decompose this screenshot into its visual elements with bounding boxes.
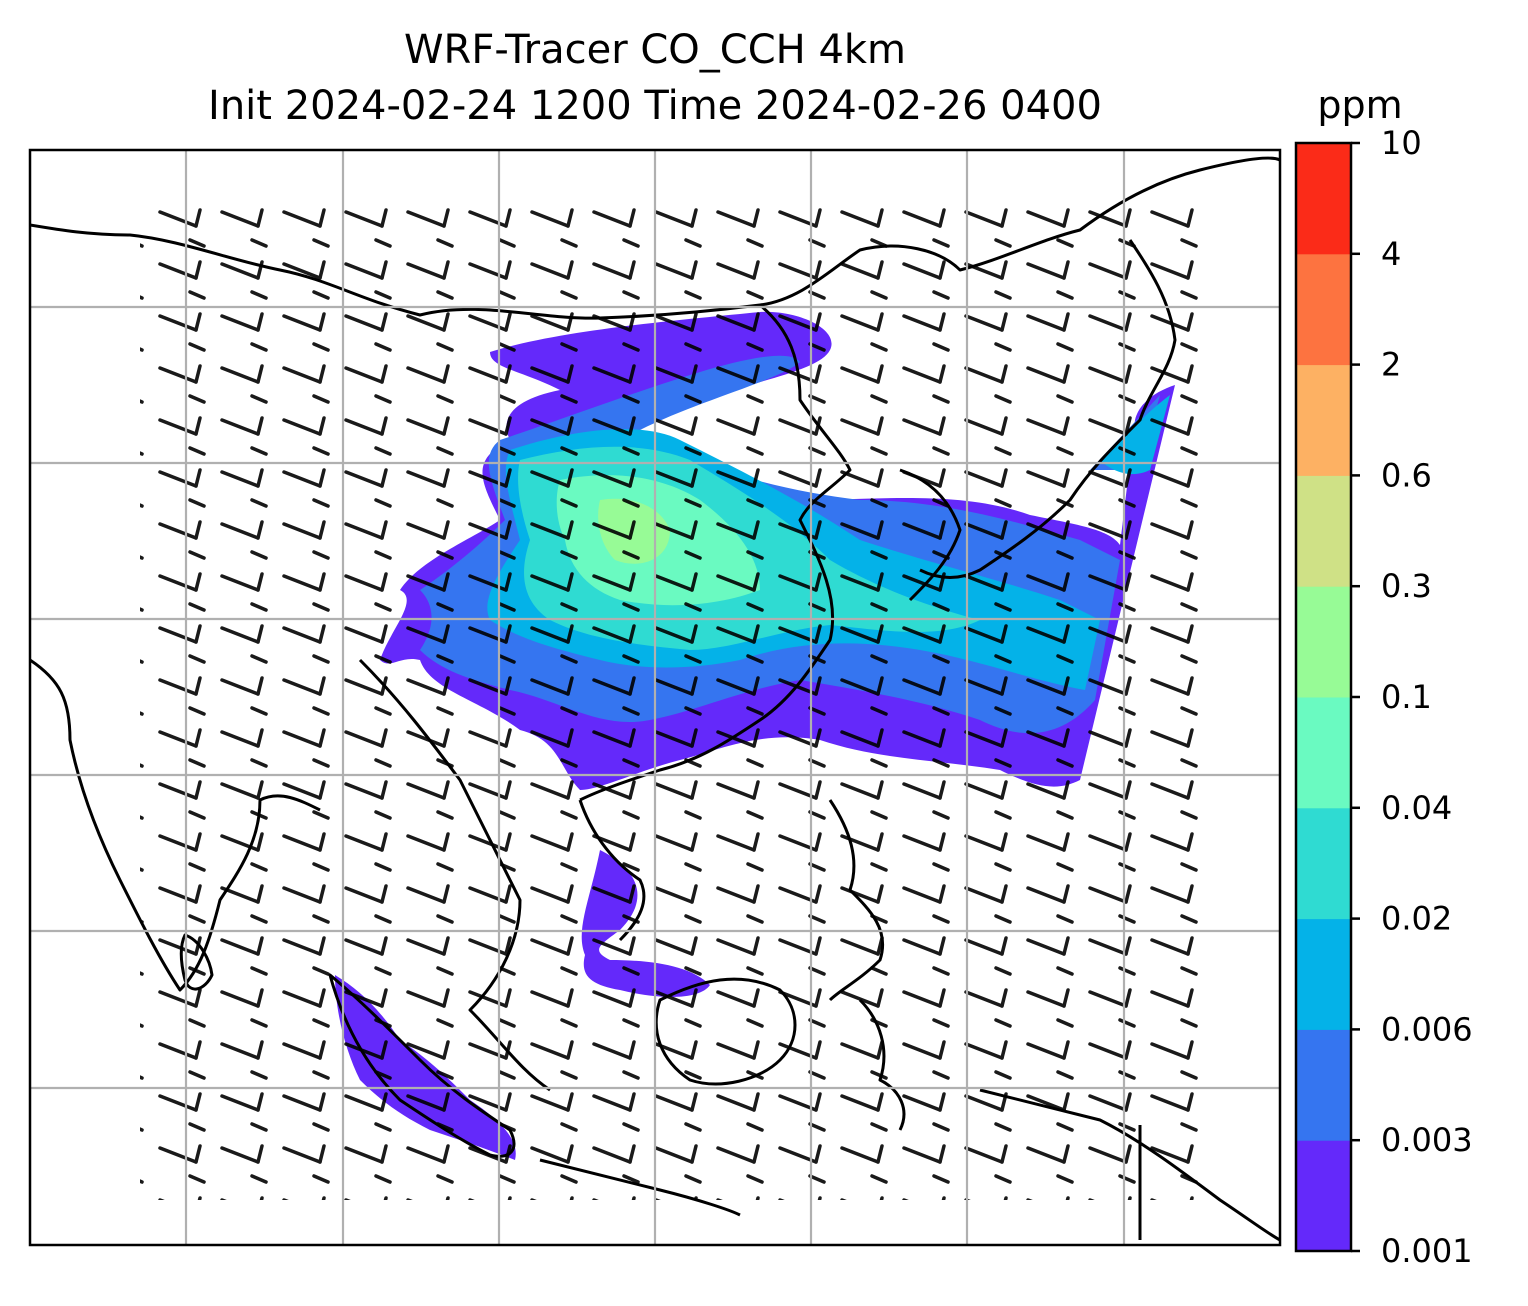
gridlines	[30, 150, 1280, 1245]
colorbar: ppm 0.001 0.003 0.006 0.02 0.04 0.1 0.3 0.6 2 4 10	[1294, 83, 1473, 1270]
colorbar-segment	[1296, 364, 1351, 476]
colorbar-tick-label: 0.04	[1381, 789, 1452, 827]
coastline-sumatra	[328, 973, 516, 1158]
colorbar-tick-label: 0.001	[1381, 1232, 1473, 1270]
colorbar-segment	[1296, 475, 1351, 587]
colorbar-tick-label: 2	[1381, 346, 1401, 384]
coastline-vietnam	[578, 799, 646, 942]
coastline-new-guinea	[979, 1088, 1280, 1242]
coastline-indochina	[358, 658, 551, 1092]
coastline-borneo	[654, 977, 797, 1086]
coastline-sri-lanka	[179, 933, 214, 991]
coastline-japan	[919, 239, 1177, 579]
colorbar-segments	[1296, 143, 1351, 1252]
colorbar-tick-label: 0.6	[1381, 456, 1432, 494]
colorbar-segment	[1296, 143, 1351, 255]
colorbar-tick-label: 10	[1381, 124, 1422, 162]
coastline-korea	[899, 468, 962, 602]
colorbar-segment	[1296, 1029, 1351, 1141]
chart-title-line-1: WRF-Tracer CO_CCH 4km	[403, 27, 907, 73]
colorbar-tick-label: 4	[1381, 235, 1401, 273]
map-frame	[28, 148, 1282, 1247]
colorbar-tick-label: 0.1	[1381, 678, 1432, 716]
colorbar-segment	[1296, 586, 1351, 698]
coastlines	[30, 156, 1280, 1242]
colorbar-tick-label: 0.006	[1381, 1010, 1473, 1048]
colorbar-tick-label: 0.003	[1381, 1121, 1473, 1159]
colorbar-tick-label: 0.3	[1381, 567, 1432, 605]
coastline-china-east	[579, 303, 852, 802]
colorbar-unit-label: ppm	[1317, 83, 1402, 127]
colorbar-segment	[1296, 253, 1351, 366]
colorbar-tick-label: 0.02	[1381, 900, 1452, 938]
colorbar-segment	[1296, 807, 1351, 920]
map-panel	[30, 150, 1280, 1245]
coastline-java	[539, 1158, 741, 1217]
chart-title-line-2: Init 2024-02-24 1200 Time 2024-02-26 040…	[208, 83, 1102, 129]
coastline-sulawesi	[858, 998, 906, 1131]
colorbar-segment	[1296, 918, 1351, 1030]
colorbar-segment	[1296, 1140, 1351, 1252]
colorbar-ticks: 0.001 0.003 0.006 0.02 0.04 0.1 0.3 0.6 2 4 10	[1351, 124, 1473, 1270]
coastline-north-asia	[30, 156, 1280, 320]
wind-barbs	[140, 200, 1200, 1200]
coastline-india	[30, 658, 321, 992]
colorbar-segment	[1296, 697, 1351, 809]
coastline-philippines	[828, 799, 885, 1002]
